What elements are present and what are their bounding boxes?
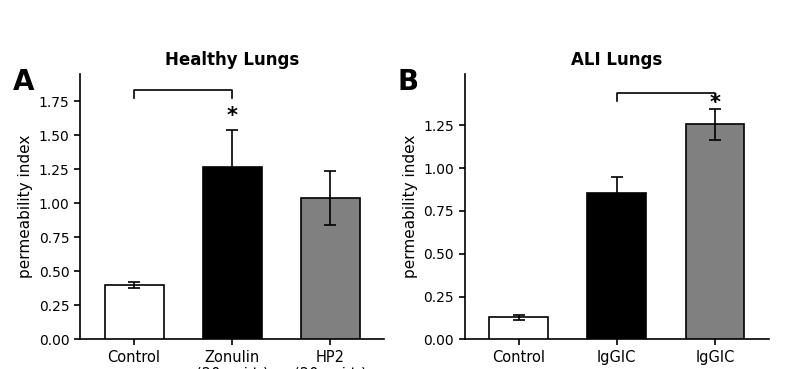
Text: *: *	[710, 93, 720, 113]
Bar	[489, 317, 548, 339]
Text: A: A	[13, 69, 34, 96]
Bar	[587, 193, 646, 339]
Bar	[203, 167, 262, 339]
Text: *: *	[227, 106, 238, 125]
Text: B: B	[397, 69, 419, 96]
Bar	[105, 285, 163, 339]
Title: ALI Lungs: ALI Lungs	[571, 51, 662, 69]
Bar	[301, 198, 360, 339]
Y-axis label: permeability index: permeability index	[18, 135, 34, 278]
Title: Healthy Lungs: Healthy Lungs	[165, 51, 300, 69]
Bar	[686, 124, 744, 339]
Y-axis label: permeability index: permeability index	[403, 135, 418, 278]
